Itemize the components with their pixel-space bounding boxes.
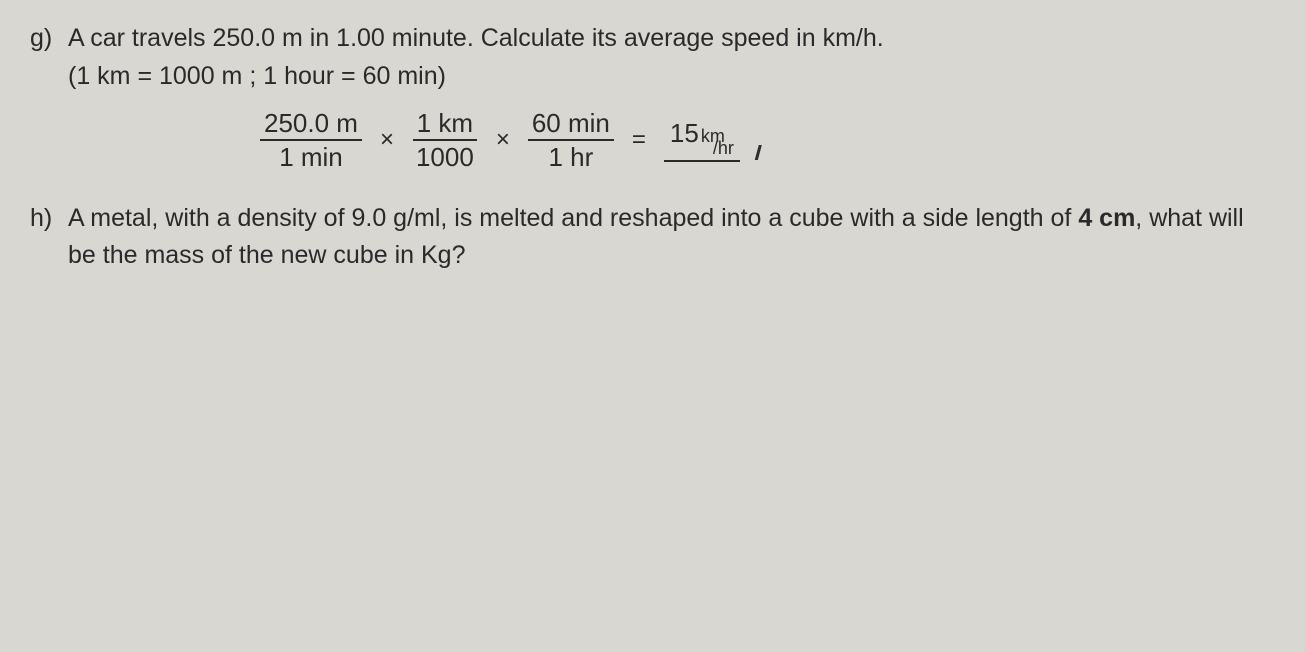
fraction-2-den: 1000 (412, 141, 478, 172)
underline-slashes: // (755, 143, 758, 166)
fraction-2-num: 1 km (413, 109, 477, 142)
problem-h-text: A metal, with a density of 9.0 g/ml, is … (68, 200, 1275, 275)
problem-h-bold: 4 cm (1078, 204, 1135, 232)
multiply-op-2: × (496, 126, 510, 154)
fraction-3-den: 1 hr (544, 141, 597, 172)
fraction-1-den: 1 min (275, 141, 347, 172)
problem-h-label: h) (30, 200, 60, 238)
fraction-1: 250.0 m 1 min (260, 109, 362, 172)
problem-g-question: g) A car travels 250.0 m in 1.00 minute.… (30, 20, 1275, 58)
result: 15 km /hr // (664, 118, 740, 162)
problem-g-text: A car travels 250.0 m in 1.00 minute. Ca… (68, 20, 1275, 58)
problem-g-label: g) (30, 20, 60, 58)
problem-h-text-part1: A metal, with a density of 9.0 g/ml, is … (68, 204, 1078, 232)
equals-op: = (632, 126, 646, 154)
problem-h: h) A metal, with a density of 9.0 g/ml, … (30, 200, 1275, 275)
problem-h-question: h) A metal, with a density of 9.0 g/ml, … (30, 200, 1275, 275)
problem-g-conversion-note: (1 km = 1000 m ; 1 hour = 60 min) (68, 62, 1275, 91)
result-unit-bot: /hr (713, 140, 734, 156)
result-value: 15 (670, 118, 699, 149)
fraction-2: 1 km 1000 (412, 109, 478, 172)
fraction-1-num: 250.0 m (260, 109, 362, 142)
result-unit: km /hr (699, 122, 734, 156)
problem-g: g) A car travels 250.0 m in 1.00 minute.… (30, 20, 1275, 172)
multiply-op-1: × (380, 126, 394, 154)
fraction-3: 60 min 1 hr (528, 109, 614, 172)
problem-g-work: 250.0 m 1 min × 1 km 1000 × 60 min 1 hr … (260, 109, 1275, 172)
fraction-3-num: 60 min (528, 109, 614, 142)
